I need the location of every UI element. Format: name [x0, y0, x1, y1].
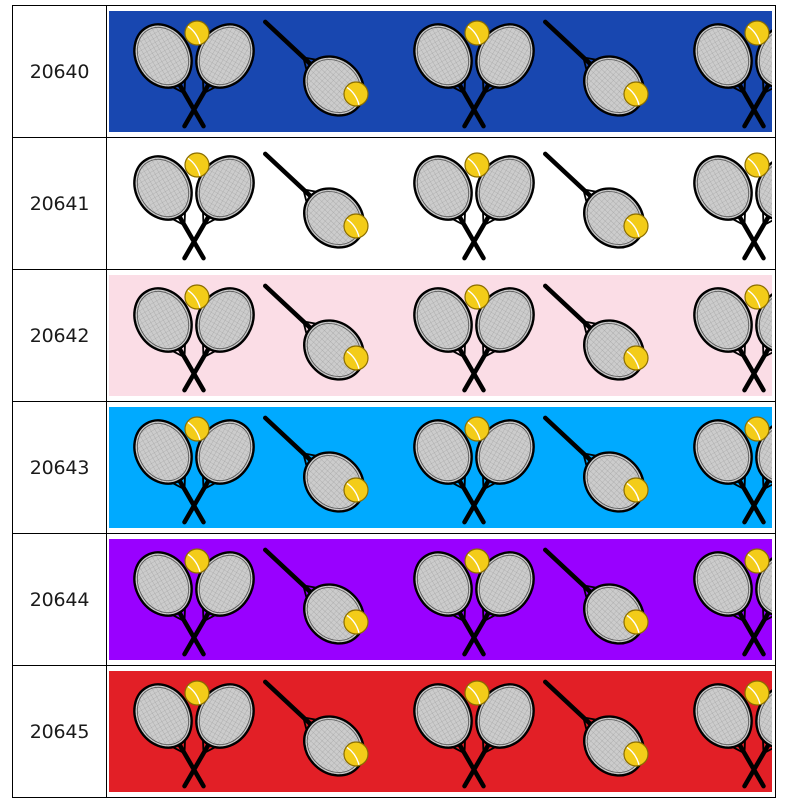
- product-code: 20643: [12, 401, 107, 534]
- swatch-row: 20644: [12, 533, 776, 666]
- single-racket-with-ball-icon: [543, 283, 649, 381]
- swatch-table: 20640 20641 20642 20643 20644 20645: [12, 5, 776, 798]
- single-racket-with-ball-icon: [543, 547, 649, 645]
- ribbon-swatch: [109, 539, 772, 660]
- crossed-rackets-with-ball-icon: [693, 548, 772, 657]
- crossed-rackets-with-ball-icon: [693, 680, 772, 789]
- crossed-rackets-with-ball-icon: [133, 284, 255, 393]
- tennis-pattern: [133, 19, 772, 129]
- single-racket-with-ball-icon: [263, 547, 369, 645]
- ribbon-swatch-cell: [106, 665, 776, 798]
- crossed-rackets-with-ball-icon: [413, 20, 535, 129]
- single-racket-with-ball-icon: [263, 283, 369, 381]
- crossed-rackets-with-ball-icon: [133, 152, 255, 261]
- crossed-rackets-with-ball-icon: [693, 20, 772, 129]
- swatch-list: 20640 20641 20642 20643 20644 20645: [12, 5, 776, 798]
- swatch-row: 20643: [12, 401, 776, 534]
- product-code: 20640: [12, 5, 107, 138]
- single-racket-with-ball-icon: [263, 415, 369, 513]
- single-racket-with-ball-icon: [263, 679, 369, 777]
- single-racket-with-ball-icon: [543, 415, 649, 513]
- swatch-row: 20642: [12, 269, 776, 402]
- tennis-pattern: [133, 415, 772, 525]
- crossed-rackets-with-ball-icon: [133, 680, 255, 789]
- crossed-rackets-with-ball-icon: [693, 284, 772, 393]
- ribbon-swatch-cell: [106, 137, 776, 270]
- crossed-rackets-with-ball-icon: [413, 680, 535, 789]
- product-code: 20642: [12, 269, 107, 402]
- ribbon-swatch-cell: [106, 269, 776, 402]
- tennis-pattern: [133, 679, 772, 789]
- ribbon-swatch-cell: [106, 5, 776, 138]
- swatch-row: 20645: [12, 665, 776, 798]
- single-racket-with-ball-icon: [263, 19, 369, 117]
- ribbon-swatch: [109, 275, 772, 396]
- crossed-rackets-with-ball-icon: [413, 284, 535, 393]
- ribbon-swatch: [109, 143, 772, 264]
- swatch-row: 20640: [12, 5, 776, 138]
- single-racket-with-ball-icon: [543, 19, 649, 117]
- single-racket-with-ball-icon: [543, 679, 649, 777]
- ribbon-swatch: [109, 407, 772, 528]
- crossed-rackets-with-ball-icon: [693, 416, 772, 525]
- swatch-row: 20641: [12, 137, 776, 270]
- crossed-rackets-with-ball-icon: [133, 548, 255, 657]
- product-code: 20641: [12, 137, 107, 270]
- crossed-rackets-with-ball-icon: [133, 20, 255, 129]
- ribbon-swatch-cell: [106, 401, 776, 534]
- ribbon-swatch-cell: [106, 533, 776, 666]
- single-racket-with-ball-icon: [543, 151, 649, 249]
- tennis-pattern: [133, 151, 772, 261]
- product-code: 20644: [12, 533, 107, 666]
- ribbon-swatch: [109, 11, 772, 132]
- crossed-rackets-with-ball-icon: [133, 416, 255, 525]
- product-code: 20645: [12, 665, 107, 798]
- crossed-rackets-with-ball-icon: [413, 416, 535, 525]
- crossed-rackets-with-ball-icon: [413, 548, 535, 657]
- ribbon-swatch: [109, 671, 772, 792]
- crossed-rackets-with-ball-icon: [413, 152, 535, 261]
- tennis-pattern: [133, 547, 772, 657]
- single-racket-with-ball-icon: [263, 151, 369, 249]
- crossed-rackets-with-ball-icon: [693, 152, 772, 261]
- tennis-pattern: [133, 283, 772, 393]
